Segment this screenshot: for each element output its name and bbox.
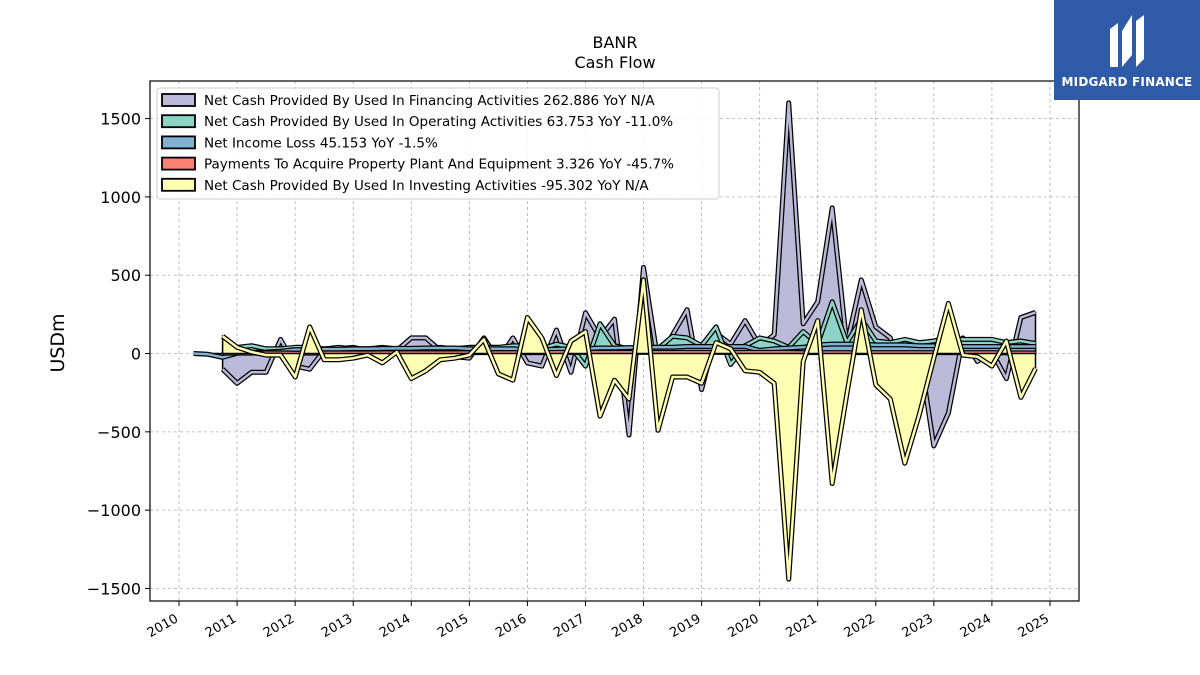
midgard-logo: MIDGARD FINANCE	[1054, 0, 1200, 100]
x-tick-label: 2017	[551, 611, 587, 641]
x-tick-label: 2018	[609, 611, 645, 641]
series-line	[193, 342, 1036, 359]
x-tick-label: 2013	[319, 611, 355, 641]
series-layer	[193, 100, 1038, 582]
brand-name: MIDGARD FINANCE	[1061, 75, 1193, 89]
y-tick-label: 1500	[100, 110, 141, 129]
x-tick-label: 2015	[435, 611, 471, 641]
x-tick-label: 2024	[958, 611, 994, 641]
legend-entry: Net Cash Provided By Used In Operating A…	[204, 114, 673, 130]
y-tick-label: 1000	[100, 188, 141, 207]
x-tick-label: 2022	[842, 611, 878, 641]
x-tick-label: 2012	[261, 611, 297, 641]
y-tick-label: 0	[131, 345, 141, 364]
legend: Net Cash Provided By Used In Financing A…	[156, 87, 720, 200]
legend-swatch	[161, 114, 196, 129]
midgard-logo-icon	[1110, 15, 1144, 67]
x-tick-label: 2021	[784, 611, 820, 641]
legend-entry: Net Cash Provided By Used In Investing A…	[204, 178, 649, 194]
chart-title: BANR	[592, 33, 637, 52]
x-tick-label: 2025	[1016, 611, 1052, 641]
legend-swatch	[161, 135, 196, 150]
y-tick-label: −500	[97, 423, 141, 442]
legend-swatch	[161, 177, 196, 192]
chart-subtitle: Cash Flow	[574, 53, 655, 72]
y-tick-label: −1000	[87, 501, 141, 520]
y-tick-label: −1500	[87, 579, 141, 598]
legend-swatch	[161, 156, 196, 171]
legend-box	[156, 87, 720, 200]
x-tick-label: 2020	[725, 611, 761, 641]
x-tick-label: 2010	[145, 611, 181, 641]
legend-entry: Payments To Acquire Property Plant And E…	[204, 157, 674, 173]
legend-swatch	[161, 93, 196, 107]
plot-frame	[149, 80, 1080, 602]
x-tick-label: 2016	[493, 611, 529, 641]
y-axis-label: USDm	[47, 313, 69, 372]
series-line	[221, 278, 1037, 581]
x-tick-label: 2023	[900, 611, 936, 641]
legend-entry: Net Cash Provided By Used In Financing A…	[204, 93, 655, 109]
legend-entry: Net Income Loss 45.153 YoY -1.5%	[204, 135, 438, 151]
x-tick-label: 2011	[203, 611, 239, 641]
x-tick-label: 2019	[667, 611, 703, 641]
y-tick-label: 500	[110, 266, 141, 285]
series-4	[221, 277, 1038, 582]
x-tick-label: 2014	[377, 611, 413, 641]
